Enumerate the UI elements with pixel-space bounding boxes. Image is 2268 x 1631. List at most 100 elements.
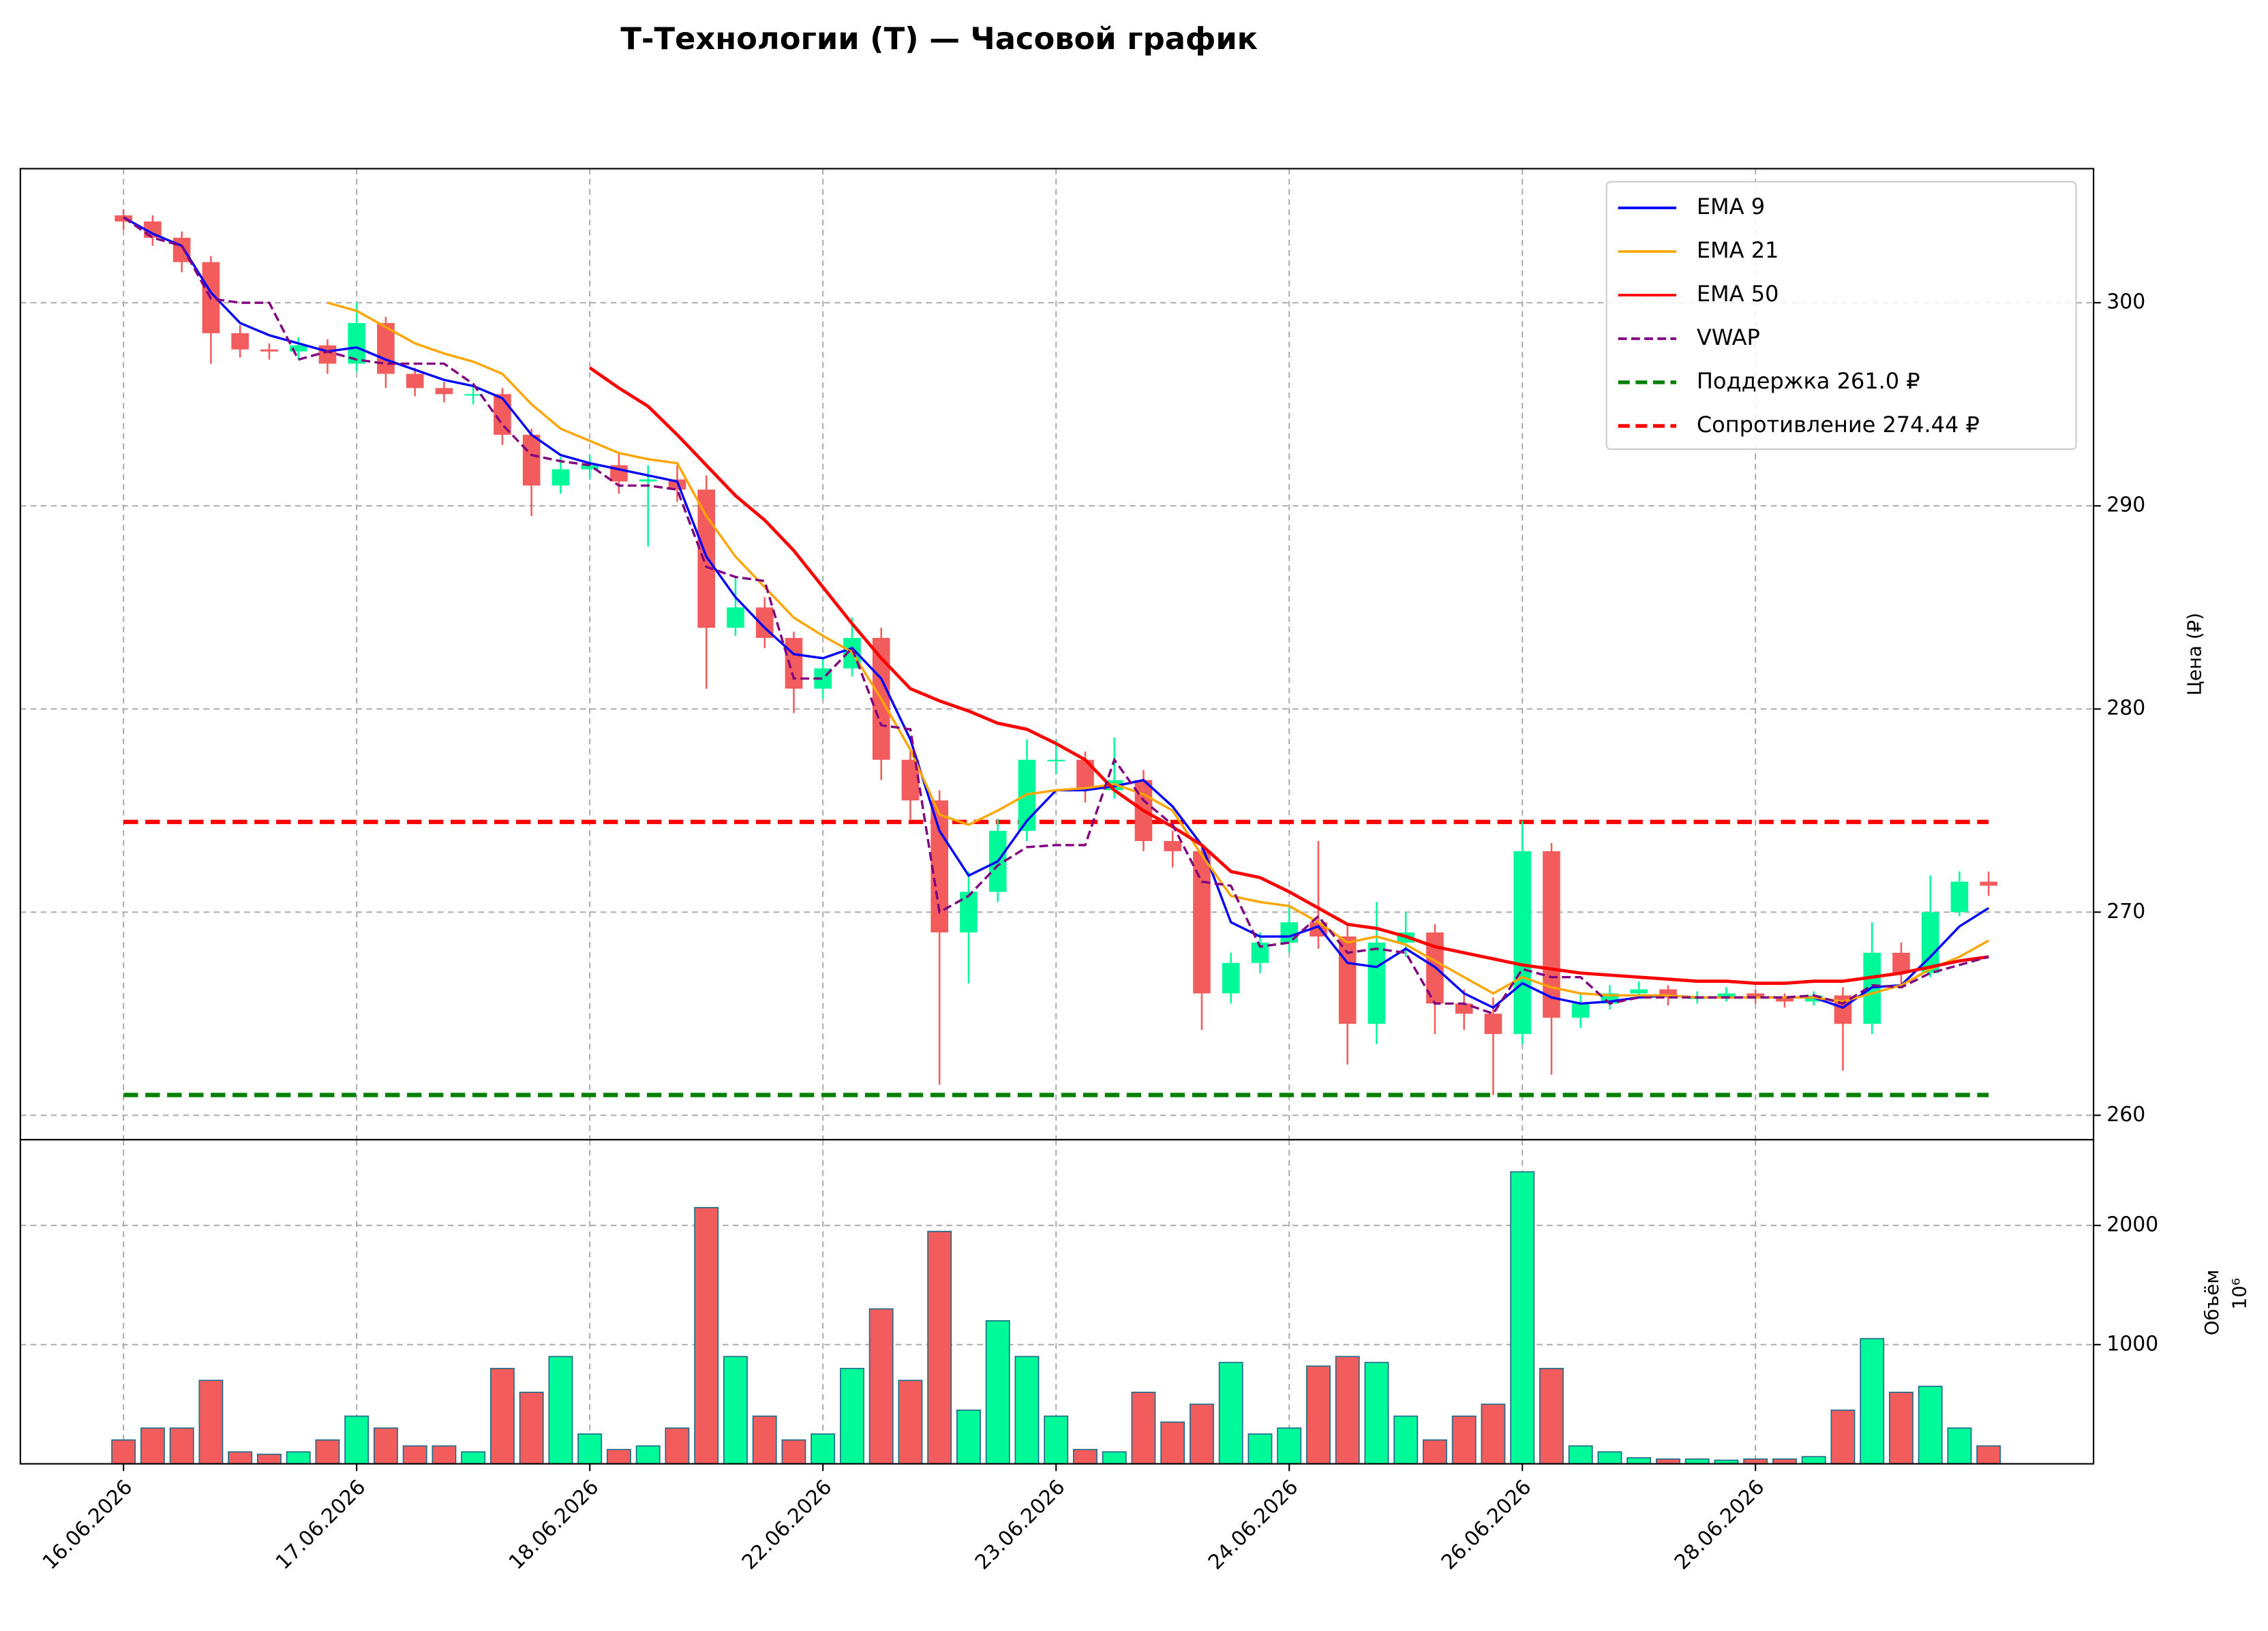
candle-body xyxy=(318,345,337,364)
candle-body xyxy=(1047,759,1065,761)
volume-bar xyxy=(1072,1448,1098,1465)
volume-axis-label: Объём xyxy=(2201,1270,2223,1335)
volume-bar xyxy=(811,1433,836,1465)
volume-bar xyxy=(1335,1356,1360,1465)
volume-bar xyxy=(315,1439,340,1465)
legend-label: EMA 50 xyxy=(1697,281,1779,307)
candle-body xyxy=(1950,881,1969,913)
candle-body xyxy=(494,394,511,435)
candle-body xyxy=(1164,840,1182,851)
y-axis-label: Цена (₽) xyxy=(2183,613,2205,696)
candle-body xyxy=(639,479,657,482)
volume-bar xyxy=(1918,1386,1943,1465)
volume-bar xyxy=(489,1367,515,1465)
volume-bar xyxy=(1481,1403,1506,1465)
volume-bar xyxy=(1393,1415,1419,1465)
volume-bar xyxy=(198,1380,224,1465)
volume-bar xyxy=(1218,1362,1243,1465)
chart-title: Т-Технологии (T) — Часовой график xyxy=(620,20,1258,57)
candle-body xyxy=(1193,851,1211,994)
x-tick-label: 18.06.2026 xyxy=(504,1475,604,1574)
candle-body xyxy=(464,394,483,396)
volume-bar xyxy=(781,1439,806,1465)
volume-bar xyxy=(1976,1445,2001,1465)
volume-bar xyxy=(519,1391,544,1465)
x-tick-label: 28.06.2026 xyxy=(1670,1475,1770,1574)
volume-bar xyxy=(1597,1451,1622,1465)
candle-body xyxy=(522,434,541,486)
volume-bar xyxy=(1160,1421,1185,1465)
volume-bar xyxy=(1189,1403,1214,1465)
legend-label: VWAP xyxy=(1697,324,1760,350)
candle-body xyxy=(1892,952,1910,973)
candle-body xyxy=(435,388,453,395)
volume-frame xyxy=(19,1139,2095,1465)
volume-bar xyxy=(665,1427,690,1465)
volume-bar xyxy=(985,1320,1010,1465)
volume-bar xyxy=(1947,1427,1972,1465)
volume-bar xyxy=(344,1415,369,1465)
candle-body xyxy=(289,345,307,352)
legend-label: EMA 21 xyxy=(1697,237,1779,263)
candle-body xyxy=(1980,881,1998,886)
candle-body xyxy=(785,637,803,689)
x-tick-label: 17.06.2026 xyxy=(271,1475,371,1574)
volume-bar xyxy=(1568,1445,1593,1465)
volume-bar xyxy=(228,1451,253,1465)
candle-body xyxy=(1338,936,1357,1024)
candle-body xyxy=(1630,989,1648,994)
y-tick-label: 290 xyxy=(2106,493,2145,517)
volume-bar xyxy=(402,1445,427,1465)
candle-body xyxy=(1455,1003,1473,1014)
volume-bar xyxy=(1277,1427,1302,1465)
volume-bar xyxy=(548,1356,573,1465)
volume-bar xyxy=(839,1367,864,1465)
volume-bar xyxy=(111,1439,136,1465)
volume-bar xyxy=(752,1415,777,1465)
volume-bar xyxy=(1830,1409,1856,1465)
volume-tick-label: 1000 xyxy=(2106,1332,2158,1356)
volume-bar xyxy=(723,1356,748,1465)
candle-body xyxy=(1717,993,1736,998)
x-tick-label: 23.06.2026 xyxy=(971,1475,1070,1574)
x-tick-label: 24.06.2026 xyxy=(1204,1475,1303,1574)
volume-bar xyxy=(635,1445,661,1465)
legend-box xyxy=(1605,181,2077,451)
volume-bar xyxy=(694,1206,719,1465)
candle-body xyxy=(697,489,716,628)
x-tick-label: 26.06.2026 xyxy=(1437,1475,1537,1574)
y-tick-label: 300 xyxy=(2106,290,2145,314)
volume-bar xyxy=(1014,1356,1040,1465)
x-tick-label: 22.06.2026 xyxy=(738,1475,837,1574)
volume-bar xyxy=(373,1427,398,1465)
volume-bar xyxy=(606,1448,631,1465)
candle-body xyxy=(1513,851,1532,1035)
legend-label: EMA 9 xyxy=(1697,194,1765,219)
volume-bar xyxy=(461,1451,486,1465)
candle-body xyxy=(231,333,250,350)
volume-bar xyxy=(1305,1365,1331,1465)
volume-bar xyxy=(956,1409,981,1465)
volume-bar xyxy=(1888,1391,1914,1465)
volume-bar xyxy=(868,1308,894,1465)
y-tick-label: 260 xyxy=(2106,1103,2145,1127)
candle-body xyxy=(1222,962,1240,994)
volume-bar xyxy=(1860,1338,1885,1465)
volume-bar xyxy=(286,1451,311,1465)
y-tick-label: 270 xyxy=(2106,900,2145,924)
y-tick-label: 280 xyxy=(2106,697,2145,720)
volume-bar xyxy=(927,1230,952,1465)
candle-body xyxy=(1543,851,1560,1018)
legend-label: Поддержка 261.0 ₽ xyxy=(1697,368,1920,394)
indicator-line xyxy=(123,216,1989,1016)
volume-bar xyxy=(1044,1415,1069,1465)
candle-body xyxy=(581,465,599,470)
volume-bar xyxy=(140,1427,165,1465)
volume-bar xyxy=(432,1445,457,1465)
volume-offset: 10⁶ xyxy=(2228,1278,2250,1309)
candle-body xyxy=(1659,989,1677,998)
volume-tick-label: 2000 xyxy=(2106,1213,2158,1236)
candle-body xyxy=(1776,997,1794,1002)
